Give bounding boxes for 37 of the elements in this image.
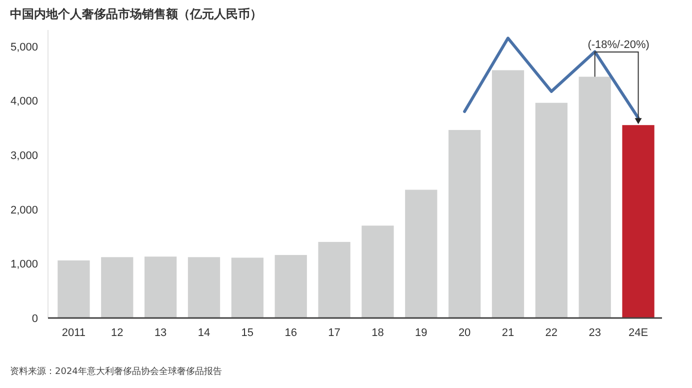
- bar: [101, 257, 134, 318]
- bar: [318, 242, 350, 318]
- bar: [535, 102, 568, 318]
- x-tick-label: 15: [241, 327, 254, 339]
- bar: [274, 254, 307, 318]
- y-tick-label: 1,000: [10, 258, 38, 271]
- bar: [492, 70, 524, 318]
- x-tick-label: 18: [372, 327, 384, 339]
- x-tick-label: 24E: [628, 327, 648, 339]
- x-tick-label: 23: [588, 327, 601, 339]
- x-tick-label: 2011: [62, 327, 86, 339]
- text: 资料来源：2024年意大利奢侈品协会全球奢侈品报告: [10, 366, 222, 377]
- chart-title: 中国内地个人奢侈品市场销售额（亿元人民币）: [10, 7, 262, 21]
- x-tick-label: 20: [458, 327, 471, 339]
- bar: [144, 256, 177, 318]
- x-tick-label: 17: [328, 327, 340, 339]
- y-tick-label: 2,000: [10, 204, 38, 216]
- x-tick-label: 13: [154, 327, 167, 339]
- y-tick-label: 5,000: [10, 41, 38, 54]
- annotation: (-18%/-20%): [588, 39, 650, 51]
- bar: [188, 257, 220, 318]
- bar: [405, 190, 438, 318]
- x-tick-label: 19: [415, 327, 428, 339]
- bar: [622, 125, 654, 318]
- x-tick-label: 12: [111, 327, 124, 339]
- x-tick-label: 14: [198, 327, 210, 339]
- bar: [578, 76, 611, 318]
- bar: [362, 226, 394, 318]
- x-tick-label: 16: [284, 327, 297, 339]
- x-tick-label: 21: [502, 327, 514, 339]
- bar: [58, 260, 90, 318]
- y-tick-label: 3,000: [10, 150, 38, 162]
- y-tick-label: 4,000: [10, 96, 38, 108]
- y-tick-label: 0: [32, 313, 38, 325]
- bar: [448, 130, 481, 318]
- bar: [231, 258, 264, 318]
- x-tick-label: 22: [545, 327, 558, 339]
